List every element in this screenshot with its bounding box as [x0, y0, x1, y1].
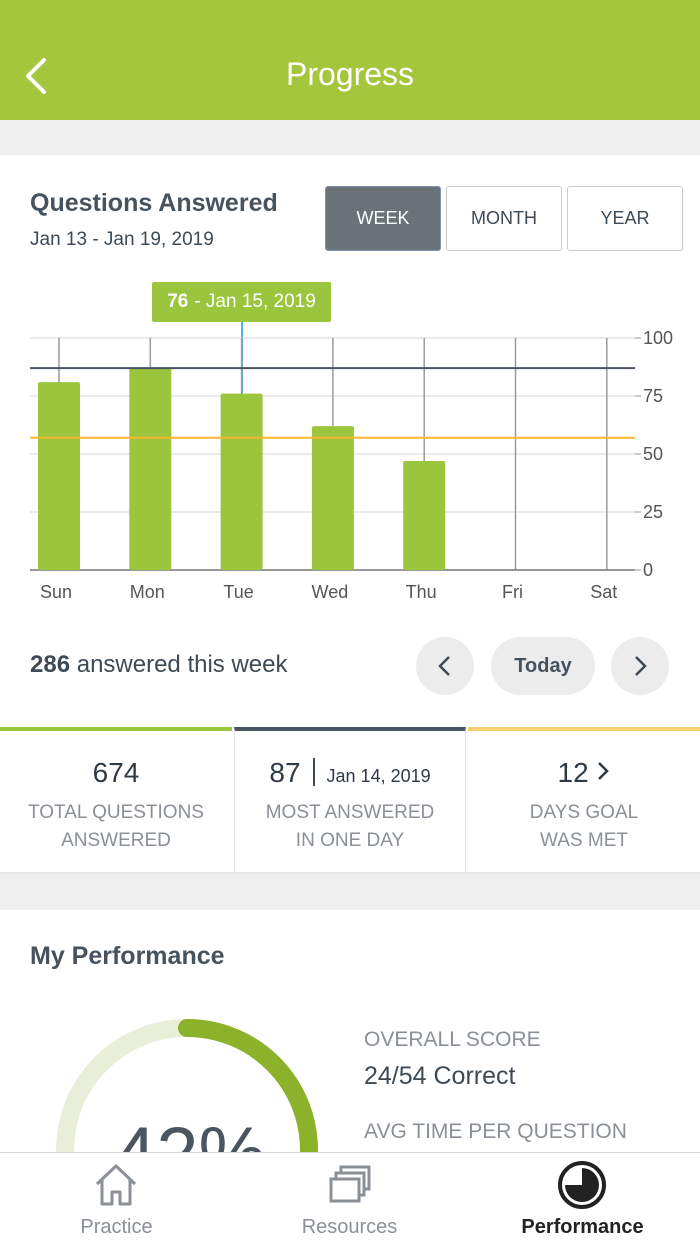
practice-icon[interactable]: [93, 1162, 139, 1208]
y-tick-label: 25: [643, 502, 663, 522]
next-button[interactable]: [611, 637, 669, 695]
date-range: Jan 13 - Jan 19, 2019: [30, 229, 214, 250]
gauge-arc: [56, 1019, 318, 1244]
tab-week[interactable]: WEEK: [325, 186, 441, 251]
y-tick-label: 0: [643, 560, 653, 580]
overall-label: OVERALL SCORE: [364, 1028, 541, 1051]
avg-time-label: AVG TIME PER QUESTION: [364, 1120, 627, 1143]
tab-month[interactable]: MONTH: [446, 186, 562, 251]
stat-date: Jan 14, 2019: [326, 766, 431, 786]
week-summary: 286 answered this week: [30, 651, 288, 679]
x-tick-label: Sat: [590, 582, 617, 602]
tooltip-value: 76: [167, 291, 189, 312]
stat-label: ANSWERED: [61, 830, 171, 851]
nav-resources[interactable]: Resources: [301, 1216, 398, 1238]
x-tick-label: Wed: [312, 582, 349, 602]
prev-button[interactable]: [416, 637, 474, 695]
bar: [220, 393, 263, 570]
separator: [0, 120, 700, 155]
stat-label: MOST ANSWERED: [265, 802, 435, 823]
stat-value: 12: [557, 757, 589, 788]
section-title: My Performance: [30, 942, 225, 970]
separator: [0, 872, 700, 910]
stat-value: 87: [269, 757, 301, 788]
nav-practice[interactable]: Practice: [80, 1216, 153, 1238]
y-tick-label: 50: [643, 444, 663, 464]
header-title: Progress: [285, 56, 415, 92]
x-tick-label: Tue: [223, 582, 253, 602]
overall-value: 24/54 Correct: [364, 1062, 516, 1090]
header-bar: [0, 0, 700, 120]
stat-value: 674: [92, 757, 140, 788]
x-tick-label: Sun: [40, 582, 72, 602]
tooltip: 76- Jan 15, 2019: [152, 282, 331, 322]
performance-icon[interactable]: [557, 1160, 607, 1210]
x-tick-label: Mon: [130, 582, 165, 602]
stat-goal[interactable]: 12 DAYS GOAL WAS MET: [468, 727, 700, 872]
resources-icon[interactable]: [327, 1164, 373, 1208]
y-tick-label: 100: [643, 328, 673, 348]
week-label: answered this week: [76, 651, 288, 678]
tab-year[interactable]: YEAR: [567, 186, 683, 251]
stat-label: WAS MET: [540, 830, 628, 851]
week-count: 286: [30, 651, 71, 678]
stat-label: IN ONE DAY: [295, 830, 405, 851]
bar: [311, 426, 354, 570]
today-button[interactable]: Today: [491, 637, 595, 695]
bar: [38, 382, 80, 570]
stat-label: TOTAL QUESTIONS: [28, 802, 204, 823]
stat-total: 674 TOTAL QUESTIONS ANSWERED: [0, 727, 232, 872]
bar: [129, 368, 172, 570]
tooltip-label: - Jan 15, 2019: [194, 291, 316, 312]
nav-performance[interactable]: Performance: [521, 1216, 644, 1238]
x-tick-label: Thu: [406, 582, 437, 602]
x-tick-label: Fri: [502, 582, 523, 602]
back-button[interactable]: [22, 56, 52, 98]
y-tick-label: 75: [643, 386, 663, 406]
stat-label: DAYS GOAL: [529, 802, 639, 823]
stat-most: 87 Jan 14, 2019 MOST ANSWERED IN ONE DAY: [234, 727, 466, 872]
chart: 0 25 50 75 100 Sun Mon Tue Wed Thu Fri Sat: [30, 322, 673, 602]
bar: [403, 460, 446, 570]
section-title: Questions Answered: [30, 189, 278, 217]
